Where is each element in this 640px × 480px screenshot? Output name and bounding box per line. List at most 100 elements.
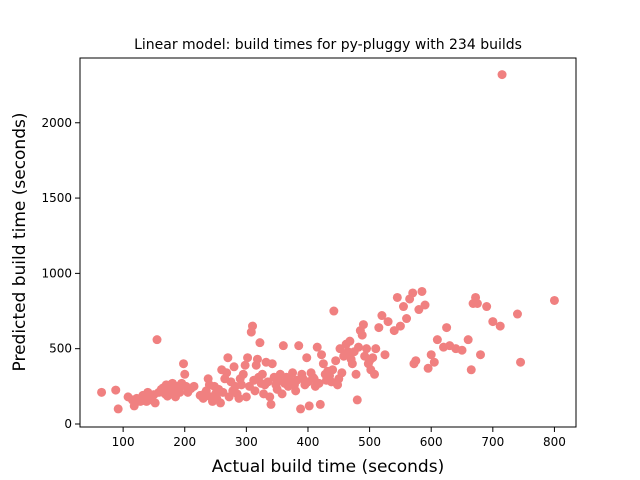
data-point <box>337 368 347 378</box>
data-point <box>345 336 355 346</box>
data-point <box>472 299 482 308</box>
data-point <box>432 335 442 345</box>
data-point <box>152 335 162 345</box>
data-point <box>150 398 160 408</box>
data-point <box>429 357 439 367</box>
data-point <box>240 360 250 370</box>
data-point <box>377 311 387 321</box>
data-points <box>97 70 559 414</box>
y-tick-label: 500 <box>49 342 72 356</box>
data-point <box>457 345 467 355</box>
data-point <box>248 321 258 331</box>
data-point <box>257 369 267 379</box>
data-point <box>243 353 253 363</box>
data-point <box>352 395 362 405</box>
data-point <box>255 338 265 348</box>
x-tick-label: 400 <box>297 435 320 449</box>
x-tick-label: 300 <box>235 435 258 449</box>
data-point <box>411 356 421 366</box>
data-point <box>358 320 368 330</box>
data-point <box>383 317 393 327</box>
data-point <box>236 380 246 390</box>
data-point <box>252 354 262 364</box>
x-axis-ticks: 100 200 300 400 500 600 700 800 <box>112 427 566 449</box>
data-point <box>354 342 363 352</box>
data-point <box>129 401 139 411</box>
data-point <box>374 323 384 333</box>
data-point <box>180 369 190 379</box>
data-point <box>389 326 399 336</box>
y-axis-label: Predicted build time (seconds) <box>10 113 30 372</box>
data-point <box>463 335 473 345</box>
y-tick-label: 2000 <box>41 116 72 130</box>
data-point <box>343 347 353 357</box>
y-tick-label: 1500 <box>41 191 72 205</box>
data-point <box>288 368 298 378</box>
data-point <box>234 393 244 403</box>
data-point <box>265 392 275 402</box>
x-axis-label: Actual build time (seconds) <box>212 457 444 477</box>
data-point <box>223 353 233 363</box>
x-tick-label: 200 <box>173 435 196 449</box>
data-point <box>331 356 341 366</box>
data-point <box>497 70 507 80</box>
data-point <box>351 369 361 379</box>
data-point <box>111 385 121 395</box>
data-point <box>215 398 225 408</box>
data-point <box>318 359 328 369</box>
data-point <box>218 387 228 397</box>
data-point <box>304 401 314 411</box>
data-point <box>267 359 277 369</box>
data-point <box>328 365 338 375</box>
y-tick-label: 1000 <box>41 266 72 280</box>
data-point <box>335 344 345 354</box>
data-point <box>296 404 306 414</box>
y-tick-label: 0 <box>64 417 72 431</box>
data-point <box>317 350 327 360</box>
data-point <box>549 295 559 305</box>
data-point <box>398 302 408 312</box>
data-point <box>222 368 232 378</box>
data-point <box>371 344 381 354</box>
data-point <box>423 363 433 373</box>
chart-title: Linear model: build times for py-pluggy … <box>134 37 522 53</box>
data-point <box>329 306 339 316</box>
data-point <box>294 341 304 351</box>
data-point <box>312 342 322 352</box>
data-point <box>488 317 498 327</box>
data-point <box>442 323 452 333</box>
data-point <box>426 350 436 360</box>
data-point <box>482 302 492 312</box>
data-point <box>302 353 312 363</box>
data-point <box>417 286 427 296</box>
data-point <box>408 288 418 298</box>
x-tick-label: 100 <box>112 435 135 449</box>
x-tick-label: 700 <box>481 435 504 449</box>
y-axis-ticks: 0 500 1000 1500 2000 <box>41 116 80 431</box>
data-point <box>291 386 301 396</box>
data-point <box>495 321 505 331</box>
data-point <box>347 359 357 369</box>
x-tick-label: 500 <box>358 435 381 449</box>
data-point <box>476 350 485 360</box>
x-tick-label: 600 <box>420 435 443 449</box>
data-point <box>113 404 123 414</box>
data-point <box>229 362 239 372</box>
data-point <box>380 350 390 360</box>
data-point <box>277 389 287 399</box>
data-point <box>238 369 248 379</box>
data-point <box>241 392 251 402</box>
data-point <box>314 378 324 388</box>
data-point <box>516 357 526 367</box>
data-point <box>179 359 189 369</box>
data-point <box>368 353 378 363</box>
data-point <box>189 381 199 391</box>
data-point <box>362 344 372 354</box>
data-point <box>266 399 276 409</box>
data-point <box>420 300 430 310</box>
data-point <box>357 330 367 340</box>
data-point <box>392 292 402 302</box>
data-point <box>395 321 405 331</box>
data-point <box>175 387 185 397</box>
